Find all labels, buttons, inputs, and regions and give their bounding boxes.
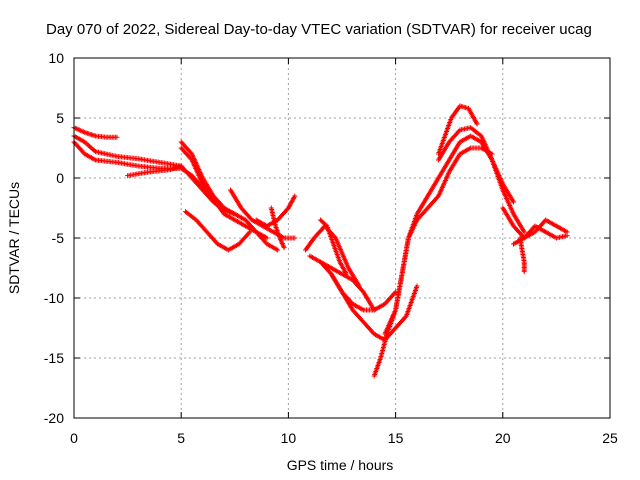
data-point: [402, 314, 408, 320]
y-tick-label: 5: [56, 110, 64, 126]
data-point: [247, 229, 253, 235]
series-track-7: [182, 209, 253, 253]
data-point: [393, 289, 399, 295]
data-point: [292, 193, 298, 199]
data-point: [456, 128, 462, 134]
series-track-4: [125, 163, 184, 179]
series-track-2: [71, 133, 238, 217]
x-tick-label: 0: [70, 430, 78, 446]
data-point: [188, 156, 194, 162]
series-track-21: [435, 125, 527, 235]
data-point: [275, 247, 281, 253]
data-point: [564, 233, 570, 239]
series-track-18: [414, 145, 495, 223]
series-track-14: [328, 271, 420, 343]
data-point: [281, 245, 287, 251]
data-point: [521, 229, 527, 235]
grid: [74, 58, 610, 418]
y-tick-label: 0: [56, 170, 64, 186]
data-point: [521, 269, 527, 275]
data-point: [264, 235, 270, 241]
series-track-17: [382, 211, 420, 337]
y-axis-label: SDTVAR / TECUs: [6, 182, 22, 294]
data-point: [292, 235, 298, 241]
y-tick-label: 10: [48, 50, 64, 66]
data-point: [414, 283, 420, 289]
series-track-11: [303, 223, 362, 289]
x-axis-ticks: 0 5 10 15 20 25: [70, 58, 618, 446]
y-tick-label: -5: [52, 230, 65, 246]
data-point: [188, 150, 194, 156]
chart-title: Day 070 of 2022, Sidereal Day-to-day VTE…: [46, 21, 592, 38]
data-point: [474, 121, 480, 127]
series-track-9: [253, 193, 298, 229]
data-point: [511, 199, 517, 205]
series-track-24: [517, 235, 527, 275]
y-tick-label: -10: [44, 290, 64, 306]
y-tick-label: -15: [44, 350, 64, 366]
y-axis-ticks: -20 -15 -10 -5 0 5 10: [44, 50, 610, 426]
data-point: [178, 163, 184, 169]
series-track-10: [268, 205, 287, 251]
x-tick-label: 10: [281, 430, 297, 446]
x-tick-label: 25: [602, 430, 618, 446]
x-tick-label: 15: [388, 430, 404, 446]
x-tick-label: 20: [495, 430, 511, 446]
data-point: [343, 271, 349, 277]
data-marks: [71, 103, 570, 379]
y-tick-label: -20: [44, 410, 64, 426]
series-track-15: [318, 217, 349, 277]
data-point: [435, 194, 441, 200]
data-point: [114, 134, 120, 140]
x-tick-label: 5: [177, 430, 185, 446]
series-track-20: [435, 103, 480, 157]
series-track-3: [71, 125, 120, 140]
data-point: [246, 230, 252, 236]
series-track-6: [178, 145, 270, 241]
series-track-5: [178, 139, 281, 253]
x-axis-label: GPS time / hours: [287, 457, 394, 473]
